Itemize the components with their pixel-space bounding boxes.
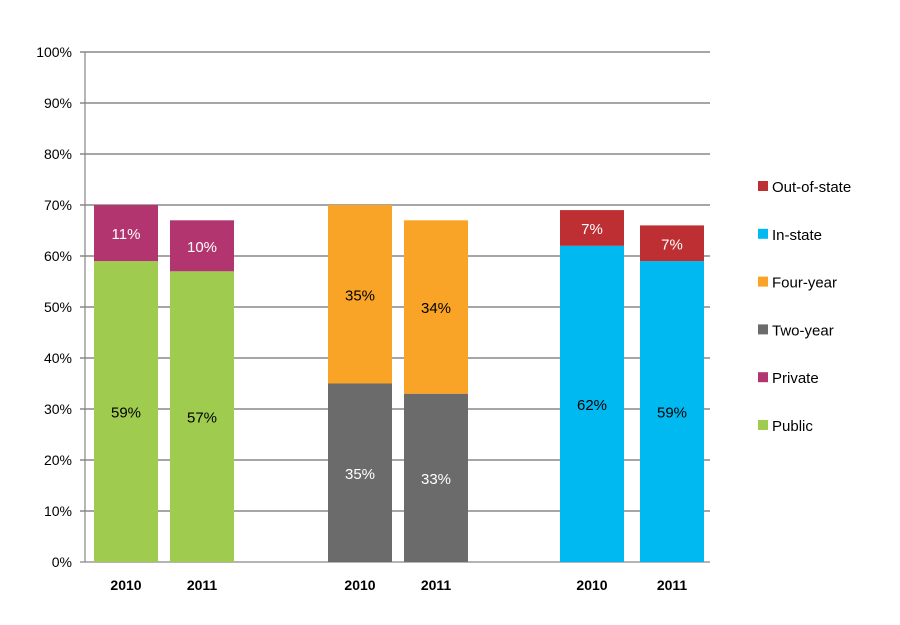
y-tick-label: 80% — [44, 146, 72, 162]
data-label: 59% — [657, 405, 687, 422]
y-tick-label: 70% — [44, 197, 72, 213]
y-tick-label: 100% — [36, 44, 72, 60]
y-tick-label: 90% — [44, 95, 72, 111]
legend-label: Two-year — [772, 322, 834, 339]
bar-segment — [560, 245, 624, 563]
data-label: 62% — [577, 397, 607, 414]
bar-segment — [404, 220, 468, 394]
legend-label: Four-year — [772, 275, 837, 292]
data-label: 33% — [421, 471, 451, 488]
y-tick-label: 0% — [52, 554, 72, 570]
bar-segment — [640, 261, 704, 562]
legend-swatch — [758, 228, 768, 239]
legend-label: Out-of-state — [772, 179, 851, 196]
y-tick-label: 60% — [44, 248, 72, 264]
y-tick-label: 20% — [44, 452, 72, 468]
data-label: 59% — [111, 405, 141, 422]
bar-segment — [328, 205, 392, 384]
y-tick-label: 30% — [44, 401, 72, 417]
y-tick-label: 40% — [44, 350, 72, 366]
legend-label: Private — [772, 370, 819, 387]
data-label: 34% — [421, 300, 451, 317]
bar-segment — [94, 261, 158, 562]
data-label: 7% — [581, 221, 603, 238]
y-tick-label: 50% — [44, 299, 72, 315]
y-tick-label: 10% — [44, 503, 72, 519]
data-label: 7% — [661, 236, 683, 253]
bar-segment — [404, 393, 468, 562]
data-label: 11% — [112, 226, 141, 243]
bar-segment — [328, 383, 392, 562]
x-tick-label: 2011 — [657, 577, 688, 593]
data-label: 35% — [345, 466, 375, 483]
legend-swatch — [758, 324, 768, 335]
data-label: 57% — [187, 410, 217, 427]
bar-segment — [170, 271, 234, 562]
data-label: 35% — [345, 287, 375, 304]
legend-swatch — [758, 181, 768, 191]
legend-swatch — [758, 420, 768, 430]
data-label: 10% — [187, 239, 217, 256]
legend-label: Public — [772, 418, 813, 435]
legend-swatch — [758, 372, 768, 383]
x-tick-label: 2011 — [421, 577, 452, 593]
x-tick-label: 2010 — [110, 577, 141, 593]
x-tick-label: 2011 — [187, 577, 218, 593]
x-tick-label: 2010 — [344, 577, 375, 593]
legend-label: In-state — [772, 227, 822, 244]
bar-segment — [94, 205, 158, 262]
bar-segment — [560, 210, 624, 246]
x-tick-label: 2010 — [576, 577, 607, 593]
legend-swatch — [758, 276, 768, 287]
bar-segment — [640, 225, 704, 262]
bar-segment — [170, 220, 234, 272]
